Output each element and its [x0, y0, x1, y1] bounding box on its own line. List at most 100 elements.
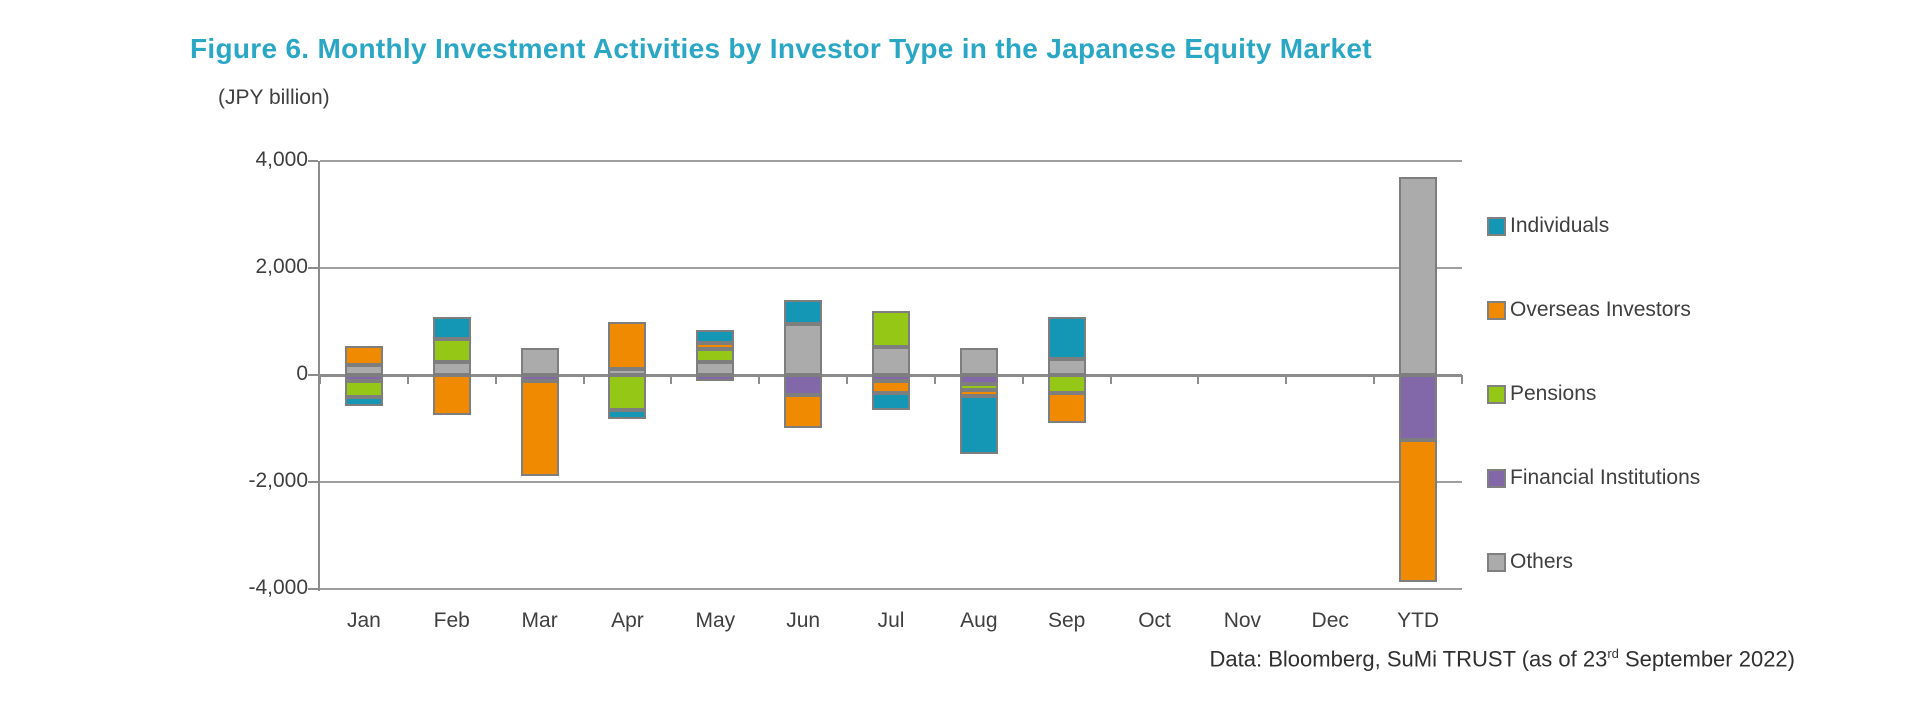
x-axis-tick	[846, 375, 849, 384]
legend-item-financial-institutions: Financial Institutions	[1487, 466, 1700, 490]
bar-feb-positive	[432, 316, 471, 375]
bar-feb-negative	[432, 375, 471, 415]
bar-segment-jun-overseas-investors	[784, 394, 823, 429]
bar-may-positive	[696, 329, 735, 375]
legend-swatch-icon	[1487, 468, 1506, 488]
x-axis-label: Mar	[521, 609, 558, 632]
bar-segment-aug-individuals	[959, 396, 998, 454]
legend-item-others: Others	[1487, 550, 1700, 574]
gridline	[320, 267, 1462, 269]
bar-ytd-negative	[1399, 375, 1438, 583]
y-axis-tick	[308, 374, 318, 376]
y-tick-label: 4,000	[255, 148, 308, 171]
y-axis-tick	[308, 481, 318, 483]
legend-label: Financial Institutions	[1510, 466, 1701, 489]
bar-segment-mar-others	[520, 348, 559, 375]
x-axis-label: May	[695, 609, 736, 632]
bar-segment-apr-individuals	[608, 409, 647, 420]
bar-segment-ytd-overseas-investors	[1399, 440, 1438, 583]
x-axis-tick	[758, 375, 761, 384]
y-axis-tick	[308, 588, 318, 590]
bar-mar-positive	[520, 348, 559, 375]
bar-segment-apr-pensions	[608, 375, 647, 410]
chart-title: Figure 6. Monthly Investment Activities …	[190, 33, 1372, 64]
legend-swatch-icon	[1487, 300, 1506, 320]
x-axis-label: Oct	[1138, 609, 1171, 632]
bar-segment-may-individuals	[696, 329, 735, 344]
bar-segment-jun-others	[784, 324, 823, 375]
x-axis-tick	[933, 375, 936, 384]
bar-segment-jan-others	[344, 365, 383, 375]
x-axis-label: Aug	[960, 609, 998, 632]
bar-segment-feb-overseas-investors	[432, 375, 471, 415]
x-axis-tick	[494, 375, 497, 384]
bar-jan-negative	[344, 375, 383, 406]
legend-item-overseas-investors: Overseas Investors	[1487, 298, 1700, 322]
bar-jul-positive	[872, 310, 910, 375]
bar-jun-negative	[784, 375, 823, 429]
x-axis-label: Sep	[1048, 609, 1086, 632]
bar-segment-feb-individuals	[432, 316, 471, 339]
source-note-superscript: rd	[1607, 646, 1619, 661]
legend-swatch-icon	[1487, 384, 1506, 404]
bar-apr-positive	[608, 321, 647, 375]
bar-segment-may-overseas-investors	[696, 343, 735, 350]
gridline	[320, 481, 1462, 483]
bar-jul-negative	[872, 375, 910, 410]
legend-swatch-icon	[1487, 552, 1506, 572]
bar-segment-jan-overseas-investors	[344, 345, 383, 366]
x-axis-tick	[319, 375, 321, 384]
source-note-suffix: September 2022)	[1618, 646, 1795, 672]
bar-segment-apr-overseas-investors	[608, 321, 647, 369]
bar-segment-ytd-financial-institutions	[1399, 375, 1438, 441]
x-axis-tick	[406, 375, 409, 384]
bar-jun-positive	[784, 300, 823, 375]
bar-segment-aug-financial-institutions	[959, 375, 998, 385]
x-axis-label: Nov	[1223, 609, 1262, 632]
bar-segment-aug-others	[959, 348, 998, 375]
bar-segment-may-financial-institutions	[696, 375, 735, 381]
bar-segment-jan-financial-institutions	[344, 375, 383, 382]
bar-ytd-positive	[1399, 177, 1438, 375]
bar-apr-negative	[608, 375, 647, 420]
bar-sep-negative	[1047, 375, 1086, 423]
x-axis-tick	[670, 375, 673, 384]
y-tick-label: -4,000	[248, 576, 308, 599]
bar-segment-jul-overseas-investors	[872, 381, 910, 394]
x-axis-tick	[1109, 375, 1112, 384]
x-axis-tick	[1021, 375, 1024, 384]
x-axis-tick	[1461, 375, 1463, 384]
bar-segment-sep-others	[1047, 358, 1086, 375]
bar-segment-jul-individuals	[872, 393, 910, 410]
x-axis-tick	[1285, 375, 1288, 384]
x-axis-label: Dec	[1311, 609, 1349, 632]
bar-segment-jul-financial-institutions	[872, 375, 910, 382]
x-axis-tick	[582, 375, 585, 384]
legend-item-individuals: Individuals	[1487, 214, 1700, 238]
legend-label: Individuals	[1510, 214, 1610, 237]
x-axis-tick	[1197, 375, 1200, 384]
x-axis-label: Apr	[611, 609, 644, 632]
bar-segment-ytd-others	[1399, 177, 1438, 375]
bar-aug-negative	[959, 375, 998, 454]
bar-segment-apr-others	[608, 369, 647, 375]
bar-segment-aug-overseas-investors	[959, 390, 998, 397]
y-axis-unit-label: (JPY billion)	[218, 86, 330, 109]
bar-segment-may-others	[696, 361, 735, 375]
bar-segment-mar-financial-institutions	[520, 375, 559, 381]
bar-segment-may-pensions	[696, 349, 735, 362]
y-axis-tick	[308, 267, 318, 269]
y-axis-tick	[308, 160, 318, 162]
bar-segment-jul-others	[872, 346, 910, 375]
legend: Individuals Overseas Investors Pensions Fin…	[1487, 214, 1700, 574]
bar-segment-aug-pensions	[959, 384, 998, 391]
bar-segment-feb-pensions	[432, 338, 471, 362]
y-tick-label: 2,000	[255, 255, 308, 278]
x-axis-label: Jan	[347, 609, 381, 632]
x-axis-label: Feb	[433, 609, 470, 632]
legend-swatch-icon	[1487, 216, 1506, 236]
bar-segment-sep-individuals	[1047, 317, 1086, 359]
legend-label: Pensions	[1510, 382, 1597, 405]
legend-label: Overseas Investors	[1510, 298, 1691, 321]
